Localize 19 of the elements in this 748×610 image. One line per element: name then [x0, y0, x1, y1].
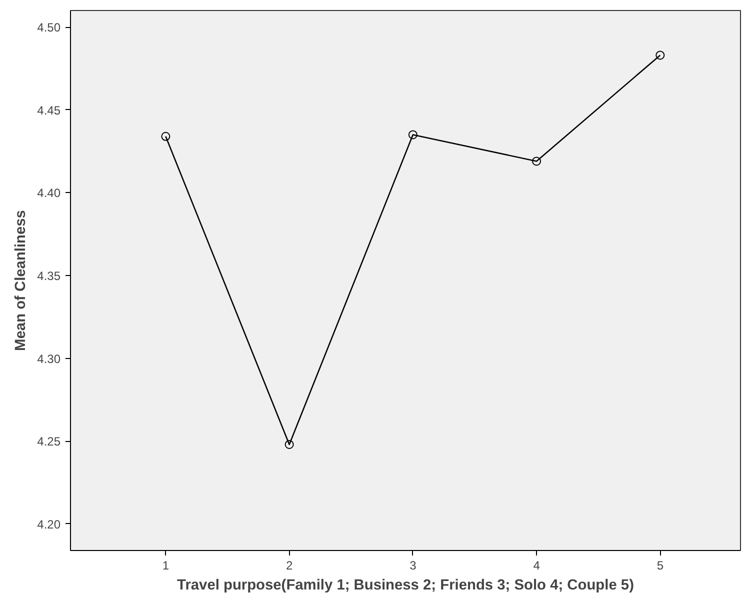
x-tick-label: 1 — [162, 558, 170, 572]
y-tick-label: 4.45 — [37, 103, 61, 118]
point — [532, 156, 542, 166]
y-tick-label: 4.30 — [37, 352, 61, 366]
x-tick-label: 4 — [533, 558, 540, 572]
y-tick-label: 4.25 — [37, 434, 61, 449]
y-tick-label: 4.40 — [37, 186, 61, 200]
point — [656, 50, 665, 60]
x-tick-label: 3 — [410, 558, 417, 572]
y-axis-title: Mean of Cleanliness — [13, 210, 30, 351]
y-tick-label: 4.35 — [37, 269, 61, 284]
x-axis-title: Travel purpose(Family 1; Business 2; Friends 3; Solo 4; Couple 5) — [177, 578, 634, 594]
x-tick-label: 5 — [656, 558, 664, 572]
point — [161, 132, 170, 141]
point — [408, 130, 418, 140]
x-tick-label: 2 — [286, 558, 293, 572]
y-tick-label: 4.50 — [37, 20, 61, 35]
point — [284, 440, 294, 449]
y-tick-label: 4.20 — [37, 517, 61, 532]
